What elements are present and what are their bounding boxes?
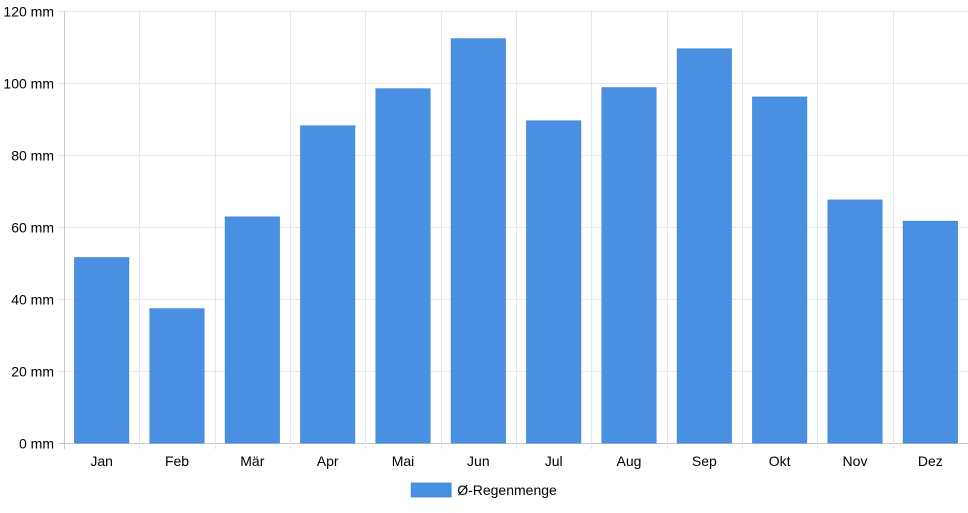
y-tick-label: 60 mm (11, 220, 54, 236)
x-tick-label: Mär (240, 453, 264, 469)
x-tick-label: Feb (165, 453, 189, 469)
bar-6[interactable] (450, 38, 506, 444)
bar-9[interactable] (676, 48, 732, 444)
legend[interactable]: Ø-Regenmenge (410, 482, 557, 498)
bar-4[interactable] (300, 125, 356, 444)
bar-2[interactable] (149, 308, 205, 444)
x-tick-label: Dez (918, 453, 943, 469)
y-tick-label: 20 mm (11, 364, 54, 380)
bar-3[interactable] (224, 216, 280, 444)
y-tick-label: 100 mm (3, 76, 54, 92)
bar-5[interactable] (375, 88, 431, 444)
x-tick-label: Okt (769, 453, 791, 469)
grid-lines (58, 11, 968, 449)
bar-1[interactable] (74, 257, 130, 444)
axes: 0 mm 20 mm 40 mm 60 mm 80 mm 100 mm 120 mm Jan F… (3, 4, 942, 470)
legend-label: Ø-Regenmenge (457, 482, 557, 498)
bar-7[interactable] (526, 120, 582, 444)
bars (74, 38, 958, 444)
y-tick-label: 40 mm (11, 292, 54, 308)
x-tick-label: Jul (545, 453, 563, 469)
bar-10[interactable] (752, 96, 808, 444)
x-tick-label: Aug (617, 453, 642, 469)
y-tick-label: 80 mm (11, 148, 54, 164)
bar-8[interactable] (601, 87, 657, 444)
y-tick-label: 120 mm (3, 4, 54, 20)
y-tick-label: 0 mm (19, 436, 54, 452)
x-tick-label: Sep (692, 453, 717, 469)
bar-12[interactable] (902, 220, 958, 444)
legend-swatch[interactable] (410, 482, 452, 498)
x-tick-label: Jan (90, 453, 113, 469)
bar-11[interactable] (827, 199, 883, 444)
x-tick-label: Mai (392, 453, 415, 469)
x-tick-label: Jun (467, 453, 490, 469)
x-tick-label: Nov (843, 453, 868, 469)
x-tick-label: Apr (317, 453, 339, 469)
